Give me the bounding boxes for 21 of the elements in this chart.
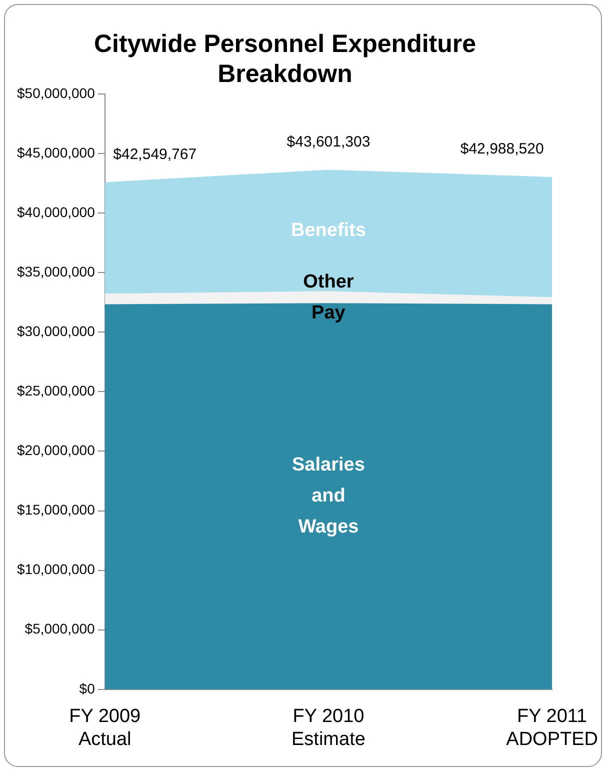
y-tick-label: $15,000,000 xyxy=(16,502,96,518)
x-tick-label: FY 2011 ADOPTED xyxy=(506,706,598,750)
series-label: Salaries and Wages xyxy=(292,454,365,538)
series-label: Other Pay xyxy=(303,271,354,324)
y-tick-label: $25,000,000 xyxy=(16,382,96,399)
y-tick-label: $50,000,000 xyxy=(16,84,96,101)
y-tick-label: $0 xyxy=(79,680,96,696)
y-tick-label: $30,000,000 xyxy=(16,323,96,340)
total-label: $43,601,303 xyxy=(286,133,370,150)
x-tick-label: FY 2010 Estimate xyxy=(292,706,366,750)
y-tick-label: $40,000,000 xyxy=(16,204,96,220)
y-tick-label: $10,000,000 xyxy=(16,561,96,578)
chart-title: Citywide Personnel Expenditure Breakdown xyxy=(94,30,476,88)
y-tick-label: $35,000,000 xyxy=(16,263,96,280)
total-label: $42,988,520 xyxy=(460,140,544,158)
x-tick-label: FY 2009 Actual xyxy=(69,706,141,750)
series-label: Benefits xyxy=(290,220,366,242)
y-tick-label: $20,000,000 xyxy=(16,442,96,458)
y-tick-label: $45,000,000 xyxy=(16,144,96,160)
total-label: $42,549,767 xyxy=(113,146,197,163)
y-tick-label: $5,000,000 xyxy=(24,620,96,637)
